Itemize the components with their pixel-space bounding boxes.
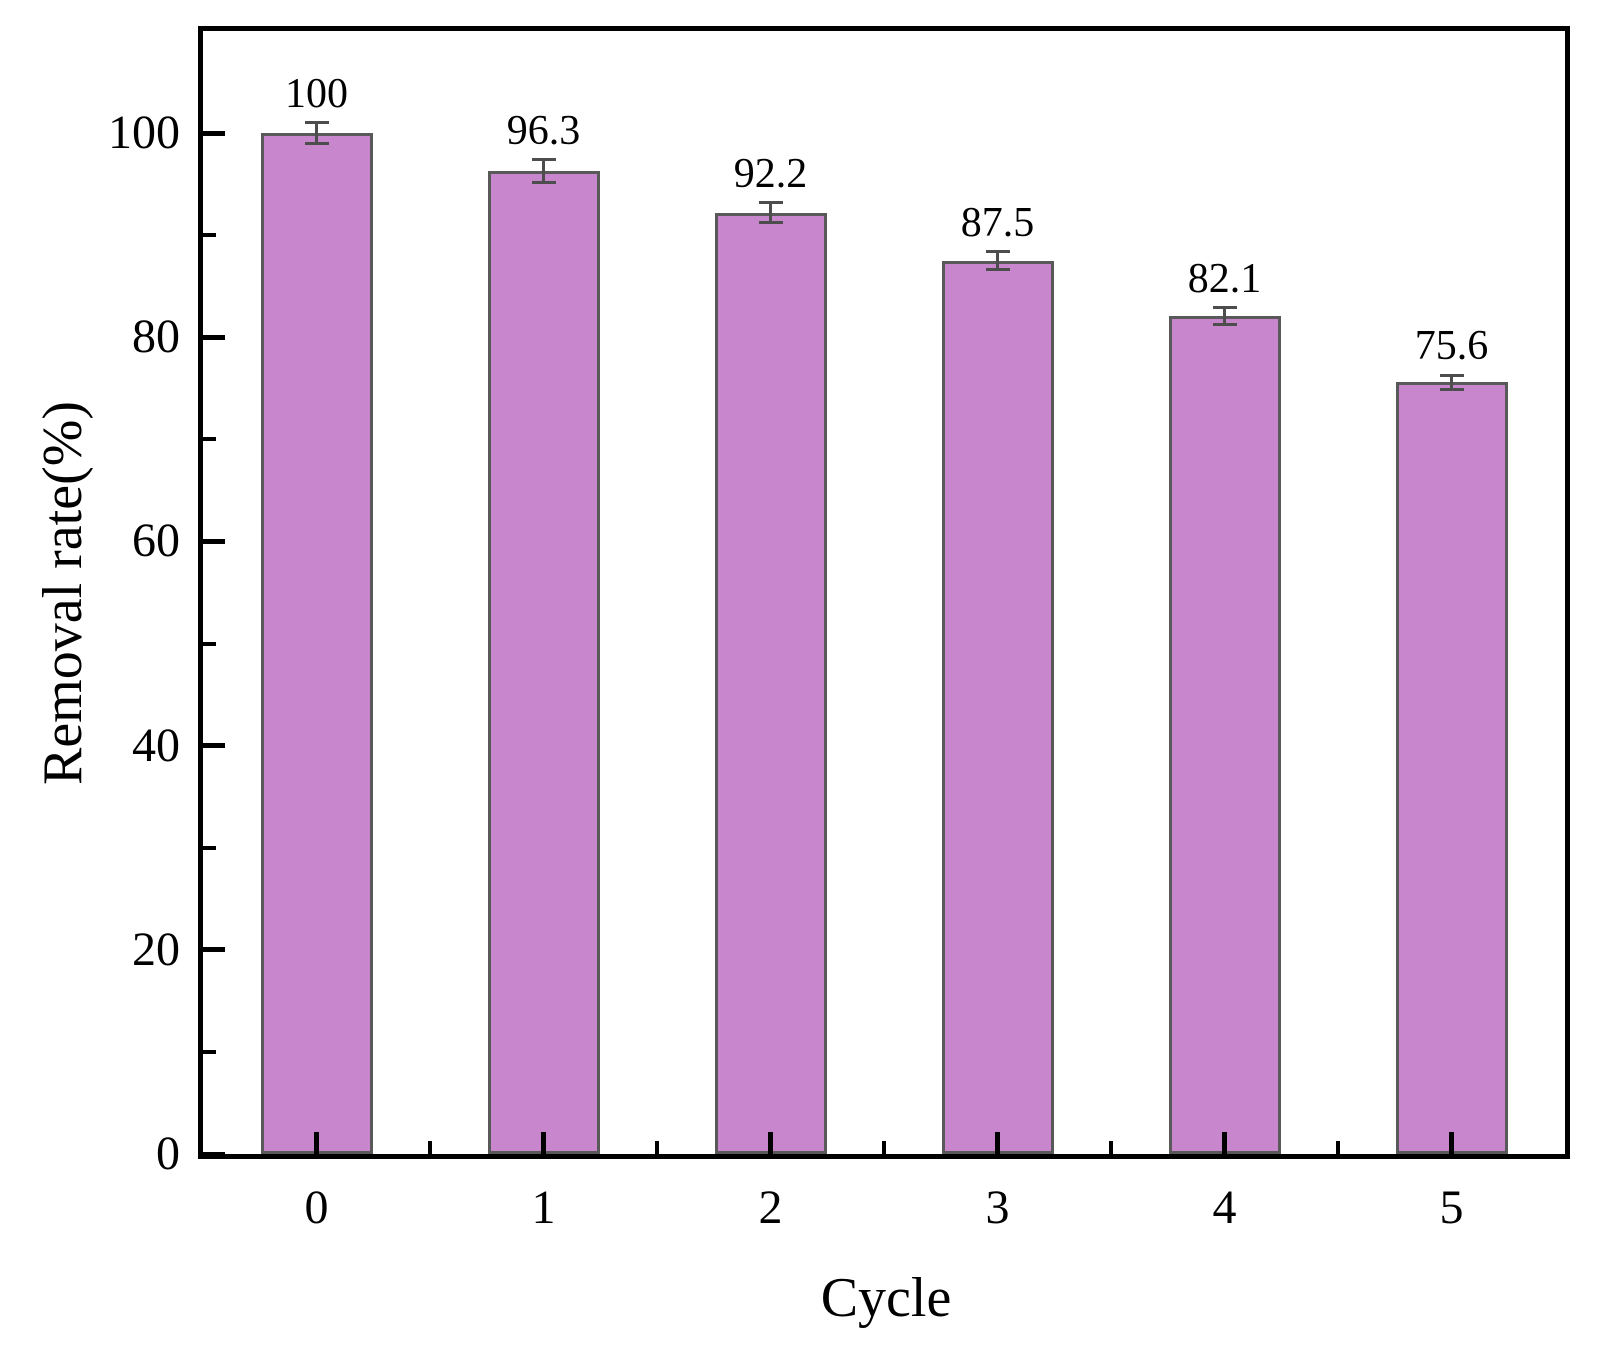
bar — [1395, 382, 1508, 1154]
error-bar-cap — [304, 121, 329, 125]
y-major-tick — [203, 130, 225, 136]
x-minor-tick — [882, 1141, 886, 1154]
error-bar-stem — [315, 122, 318, 144]
xtick-label: 1 — [531, 1181, 556, 1234]
ytick-label: 80 — [132, 310, 180, 364]
bar-value-label: 100 — [285, 70, 348, 117]
error-bar-stem — [769, 202, 772, 223]
y-major-tick — [203, 743, 225, 749]
bar — [941, 260, 1054, 1154]
x-minor-tick — [1109, 1141, 1113, 1154]
xtick-label: 4 — [1212, 1181, 1237, 1234]
x-minor-tick — [428, 1141, 432, 1154]
y-major-tick — [203, 1151, 225, 1157]
xtick-label: 0 — [304, 1181, 329, 1234]
error-bar-cap — [531, 180, 556, 184]
plot-area: 100 96.3 92.2 87.5 82.1 75.6 — [198, 26, 1570, 1159]
ytick-label: 100 — [108, 106, 180, 160]
ytick-label: 0 — [156, 1127, 180, 1180]
x-major-tick — [1449, 1132, 1454, 1154]
bar — [714, 212, 827, 1154]
bar-value-label: 87.5 — [960, 199, 1035, 246]
xtick-label: 5 — [1439, 1181, 1464, 1234]
x-major-tick — [314, 1132, 319, 1154]
error-bar-stem — [1223, 307, 1226, 324]
error-bar-cap — [304, 141, 329, 145]
x-major-tick — [995, 1132, 1000, 1154]
ytick-label: 40 — [132, 718, 180, 772]
y-minor-tick — [203, 233, 216, 238]
y-minor-tick — [203, 845, 216, 850]
ytick-label: 20 — [132, 922, 180, 976]
bar — [1168, 315, 1281, 1154]
y-major-tick — [203, 538, 225, 544]
error-bar-cap — [985, 250, 1010, 254]
y-minor-tick — [203, 1049, 216, 1054]
bar-value-label: 75.6 — [1414, 323, 1489, 370]
xtick-label: 3 — [985, 1181, 1010, 1234]
error-bar-cap — [1439, 387, 1464, 391]
x-major-tick — [768, 1132, 773, 1154]
error-bar-cap — [1212, 306, 1237, 310]
error-bar-stem — [542, 159, 545, 183]
error-bar-stem — [996, 251, 999, 270]
y-minor-tick — [203, 437, 216, 442]
y-major-tick — [203, 947, 225, 953]
error-bar-cap — [758, 201, 783, 204]
x-minor-tick — [1336, 1141, 1340, 1154]
x-minor-tick — [655, 1141, 659, 1154]
y-major-tick — [203, 334, 225, 340]
bar — [487, 170, 600, 1154]
x-major-tick — [541, 1132, 546, 1154]
y-minor-tick — [203, 641, 216, 646]
error-bar-cap — [1439, 373, 1464, 377]
x-axis-title: Cycle — [820, 1267, 952, 1329]
error-bar-cap — [985, 268, 1010, 272]
xtick-label: 2 — [758, 1181, 783, 1234]
error-bar-cap — [758, 221, 783, 225]
ytick-label: 60 — [132, 514, 180, 568]
error-bar-cap — [1212, 322, 1237, 326]
bar-value-label: 96.3 — [506, 107, 581, 154]
error-bar-cap — [531, 158, 556, 162]
x-major-tick — [1222, 1132, 1227, 1154]
error-bar-stem — [1450, 375, 1453, 390]
bar-value-label: 92.2 — [733, 150, 808, 197]
bar-value-label: 82.1 — [1187, 255, 1262, 302]
bar — [260, 133, 373, 1154]
